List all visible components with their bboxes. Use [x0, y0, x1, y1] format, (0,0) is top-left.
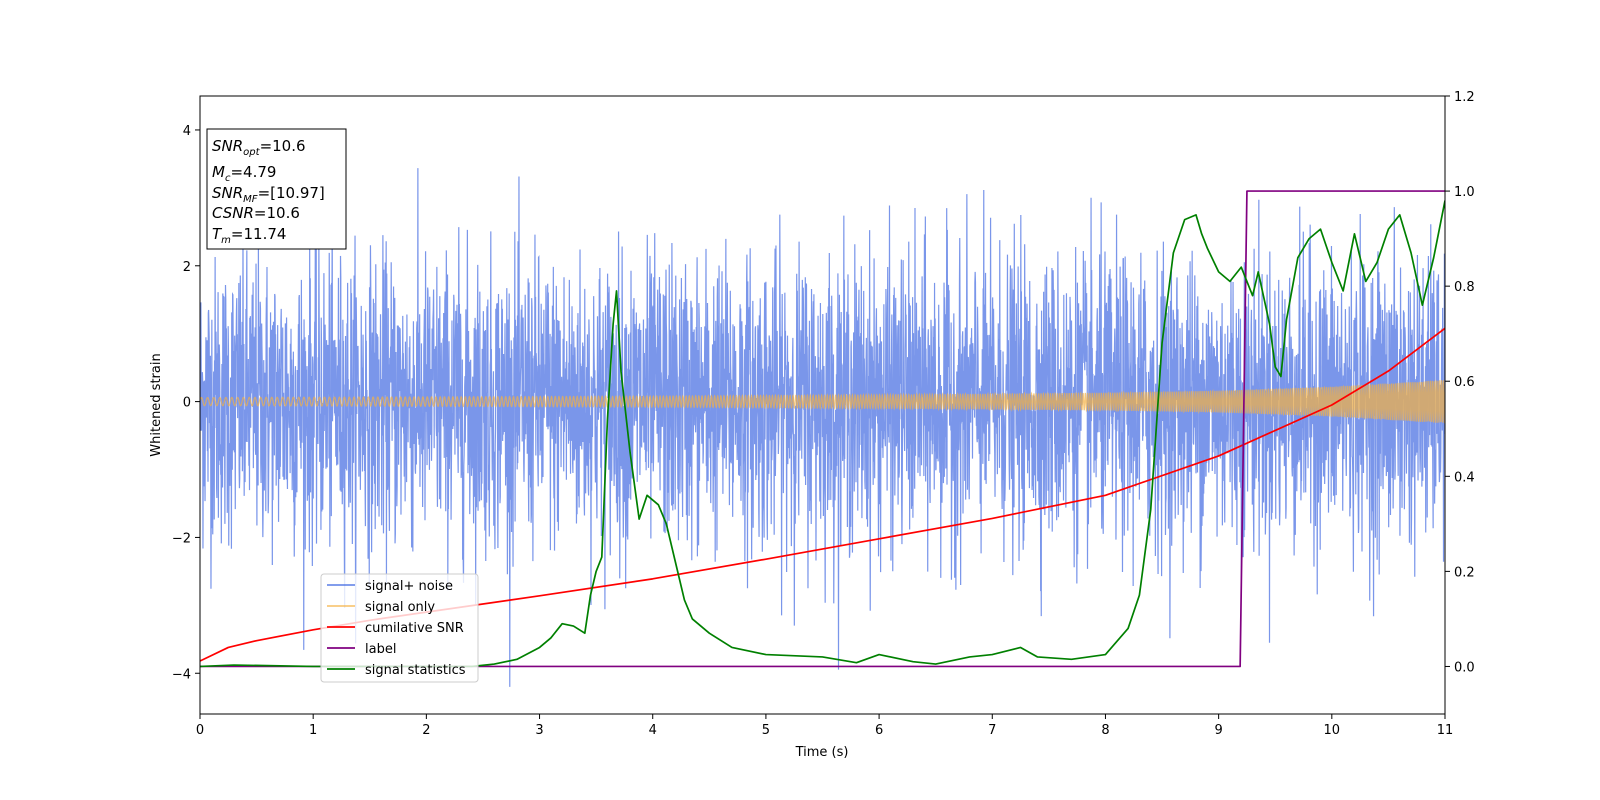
- info-box: SNRopt=10.6 Mc=4.79 SNRMF=[10.97] CSNR=1…: [206, 128, 347, 250]
- y-right-tick-label: 0.6: [1454, 375, 1475, 390]
- y-left-tick-label: 4: [183, 124, 191, 139]
- y-right-tick-label: 1.0: [1454, 185, 1475, 200]
- cumulative-snr-line: [200, 327, 1445, 662]
- info-tm: Tm=11.74: [212, 225, 286, 246]
- x-tick-label: 4: [649, 723, 657, 738]
- x-axis-label: Time (s): [795, 745, 849, 760]
- x-tick-label: 10: [1324, 723, 1341, 738]
- legend-label-signal-noise: signal+ noise: [365, 579, 453, 594]
- label-line: [200, 190, 1445, 668]
- legend-frame: [320, 573, 479, 683]
- info-csnr: CSNR=10.6: [212, 204, 300, 222]
- curves-layer: [200, 190, 1445, 668]
- y-right-tick-label: 0.0: [1454, 660, 1475, 675]
- legend: signal+ noise signal only cumilative SNR…: [320, 573, 479, 683]
- signal-only-line: [200, 379, 1445, 424]
- plot-frame: [199, 95, 1446, 715]
- info-box-frame: [206, 128, 347, 250]
- x-tick-label: 5: [762, 723, 770, 738]
- y-right-tick-label: 0.8: [1454, 280, 1475, 295]
- x-tick-label: 6: [875, 723, 883, 738]
- x-tick-label: 0: [196, 723, 204, 738]
- legend-label-signal-statistics: signal statistics: [365, 663, 466, 678]
- y-left-tick-label: −4: [172, 667, 191, 682]
- y-right-tick-label: 1.2: [1454, 90, 1475, 105]
- x-tick-label: 1: [309, 723, 317, 738]
- info-snr-mf: SNRMF=[10.97]: [212, 184, 325, 205]
- x-tick-label: 7: [988, 723, 996, 738]
- y-right-tick-label: 0.2: [1454, 565, 1475, 580]
- legend-label-cumulative-snr: cumilative SNR: [365, 621, 464, 636]
- legend-label-signal-only: signal only: [365, 600, 435, 615]
- legend-label-label: label: [365, 642, 396, 657]
- x-tick-label: 8: [1101, 723, 1109, 738]
- x-tick-label: 3: [535, 723, 543, 738]
- info-snr-opt: SNRopt=10.6: [212, 137, 306, 158]
- y-left-tick-label: 2: [183, 260, 191, 275]
- axes-ticks: 0 1 2 3 4 5 6 7 8 9 10 11 −4 −2 0 2 4 0.0 0.2 0.4 0.6 0.8 1.0 1…: [172, 90, 1475, 738]
- x-tick-label: 2: [422, 723, 430, 738]
- signal-only-series: [200, 379, 1445, 424]
- y-right-tick-label: 0.4: [1454, 470, 1475, 485]
- x-tick-label: 9: [1214, 723, 1222, 738]
- signal-statistics-line: [200, 200, 1445, 668]
- y-left-tick-label: −2: [172, 531, 191, 546]
- info-mc: Mc=4.79: [212, 163, 276, 184]
- x-tick-label: 11: [1437, 723, 1454, 738]
- y-axis-label: Whitened strain: [149, 353, 164, 456]
- y-left-tick-label: 0: [183, 396, 191, 411]
